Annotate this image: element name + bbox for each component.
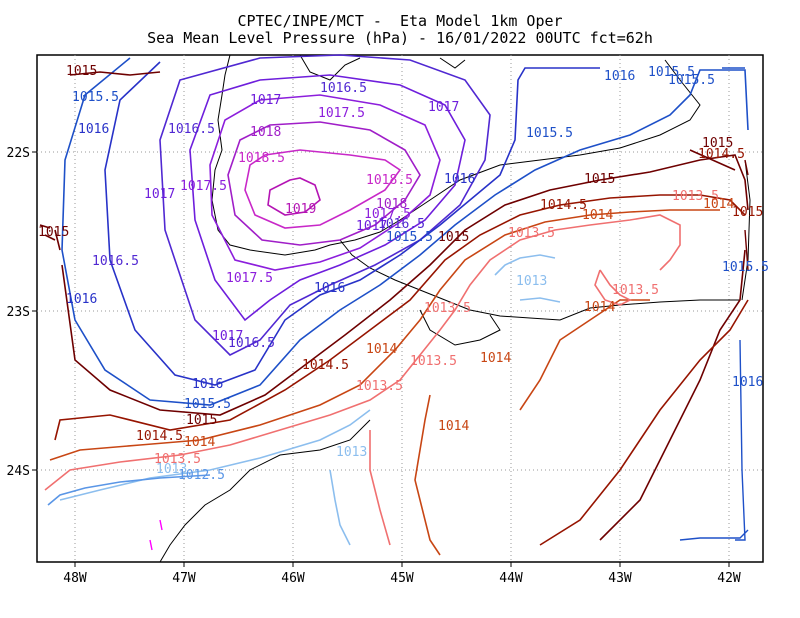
contour-label: 1017.5 (318, 106, 365, 121)
contour-label: 1018 (250, 125, 281, 140)
lat-axis-labels: 22S 23S 24S (7, 146, 30, 479)
contour-label: 1013.5 (612, 283, 659, 298)
isobar-1013-5 (44, 214, 681, 546)
isobar-1014-5 (54, 194, 749, 546)
lat-label: 22S (7, 146, 30, 161)
isobar-1018 (227, 121, 421, 246)
contour-label: 1014.5 (698, 147, 745, 162)
contour-label: 1015.5 (184, 397, 231, 412)
contour-label: 1014 (480, 351, 511, 366)
lon-axis-labels: 48W 47W 46W 45W 44W 43W 42W (63, 571, 741, 586)
contour-label: 1013 (156, 462, 187, 477)
lon-label: 48W (63, 571, 87, 586)
contour-label: 1016.5 (168, 122, 215, 137)
axis-ticks (32, 151, 730, 567)
lat-label: 23S (7, 305, 30, 320)
lat-label: 24S (7, 464, 30, 479)
contour-label: 1016 (78, 122, 109, 137)
isobar-1015-5 (61, 57, 749, 406)
isobar-1017 (189, 74, 466, 322)
contour-label: 1019 (285, 202, 316, 217)
contour-label: 1014 (703, 197, 734, 212)
isobar-1015 (39, 71, 749, 541)
lon-label: 46W (281, 571, 305, 586)
contour-label: 1014.5 (136, 429, 183, 444)
contour-label: 1017.5 (364, 207, 411, 222)
map-title-line1: CPTEC/INPE/MCT - Eta Model 1km Oper (237, 12, 563, 30)
contour-label: 1013.5 (424, 301, 471, 316)
contour-label: 1015 (732, 205, 763, 220)
lon-label: 44W (499, 571, 523, 586)
contour-label: 1016 (314, 281, 345, 296)
contour-label: 1013.5 (508, 226, 555, 241)
isobar-1016-5 (159, 54, 491, 356)
misc-features (149, 67, 749, 551)
isobar-1016 (104, 61, 600, 386)
isobar-1014 (49, 209, 720, 556)
contour-label: 1013.5 (410, 354, 457, 369)
contour-label: 1015.5 (386, 230, 433, 245)
contour-label: 1015 (438, 230, 469, 245)
contour-label: 1016 (66, 292, 97, 307)
contour-label: 1014 (582, 208, 613, 223)
isobar-1018-5 (244, 149, 402, 229)
isobar-1013 (59, 254, 561, 546)
lon-label: 47W (172, 571, 196, 586)
contour-label: 1017 (250, 93, 281, 108)
contour-label: 1015 (584, 172, 615, 187)
contour-label: 1013 (336, 445, 367, 460)
contour-labels: 1015 1015.5 1016 1016.5 1017 1017 1017.5… (38, 64, 769, 483)
contour-label: 1015 (702, 136, 733, 151)
contour-label: 1015 (186, 413, 217, 428)
contour-label: 1013 (516, 274, 547, 289)
graticule (37, 55, 763, 562)
contour-label: 1015 (38, 225, 69, 240)
contour-label: 1016 (732, 375, 763, 390)
contour-label: 1014.5 (540, 198, 587, 213)
isobar-1019 (267, 177, 321, 216)
contour-label: 1012.5 (178, 468, 225, 483)
contour-label: 1017.5 (180, 179, 227, 194)
contour-label: 1014 (366, 342, 397, 357)
contour-label: 1016 (192, 377, 223, 392)
contour-label: 1014 (584, 300, 615, 315)
contour-label: 1013.5 (154, 452, 201, 467)
contour-label: 1015.5 (668, 73, 715, 88)
isobar-1017-5 (209, 94, 441, 271)
contour-label: 1016.5 (228, 336, 275, 351)
map-title-line2: Sea Mean Level Pressure (hPa) - 16/01/20… (147, 29, 653, 47)
contour-label: 1015 (66, 64, 97, 79)
contour-label: 1014 (184, 435, 215, 450)
contour-label: 1015.5 (648, 65, 695, 80)
contour-label: 1017 (144, 187, 175, 202)
contour-label: 1013.5 (356, 379, 403, 394)
contour-label: 1016.5 (92, 254, 139, 269)
contour-label: 1014 (438, 419, 469, 434)
contour-label: 1017 (356, 219, 387, 234)
contour-label: 1017 (212, 329, 243, 344)
contour-label: 1017 (428, 100, 459, 115)
contour-label: 1014.5 (302, 358, 349, 373)
isobars (39, 54, 749, 556)
contour-label: 1017.5 (226, 271, 273, 286)
contour-label: 1016.5 (320, 81, 367, 96)
contour-label: 1018.5 (238, 151, 285, 166)
contour-label: 1015.5 (72, 90, 119, 105)
contour-label: 1016.5 (378, 217, 425, 232)
lon-label: 42W (717, 571, 741, 586)
lon-label: 43W (608, 571, 632, 586)
lon-label: 45W (390, 571, 414, 586)
contour-label: 1018 (376, 197, 407, 212)
contour-label: 1015.5 (526, 126, 573, 141)
contour-label: 1016 (444, 172, 475, 187)
contour-label: 1015.5 (722, 260, 769, 275)
isobar-1012-5 (47, 474, 211, 506)
coastline (159, 54, 751, 563)
contour-label: 1013.5 (672, 189, 719, 204)
contour-label: 1018.5 (366, 173, 413, 188)
contour-label: 1016 (604, 69, 635, 84)
